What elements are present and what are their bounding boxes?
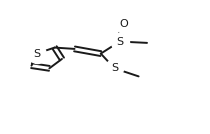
Text: S: S bbox=[116, 37, 123, 46]
Text: S: S bbox=[111, 63, 118, 73]
Text: S: S bbox=[33, 49, 40, 59]
Text: O: O bbox=[119, 19, 128, 29]
